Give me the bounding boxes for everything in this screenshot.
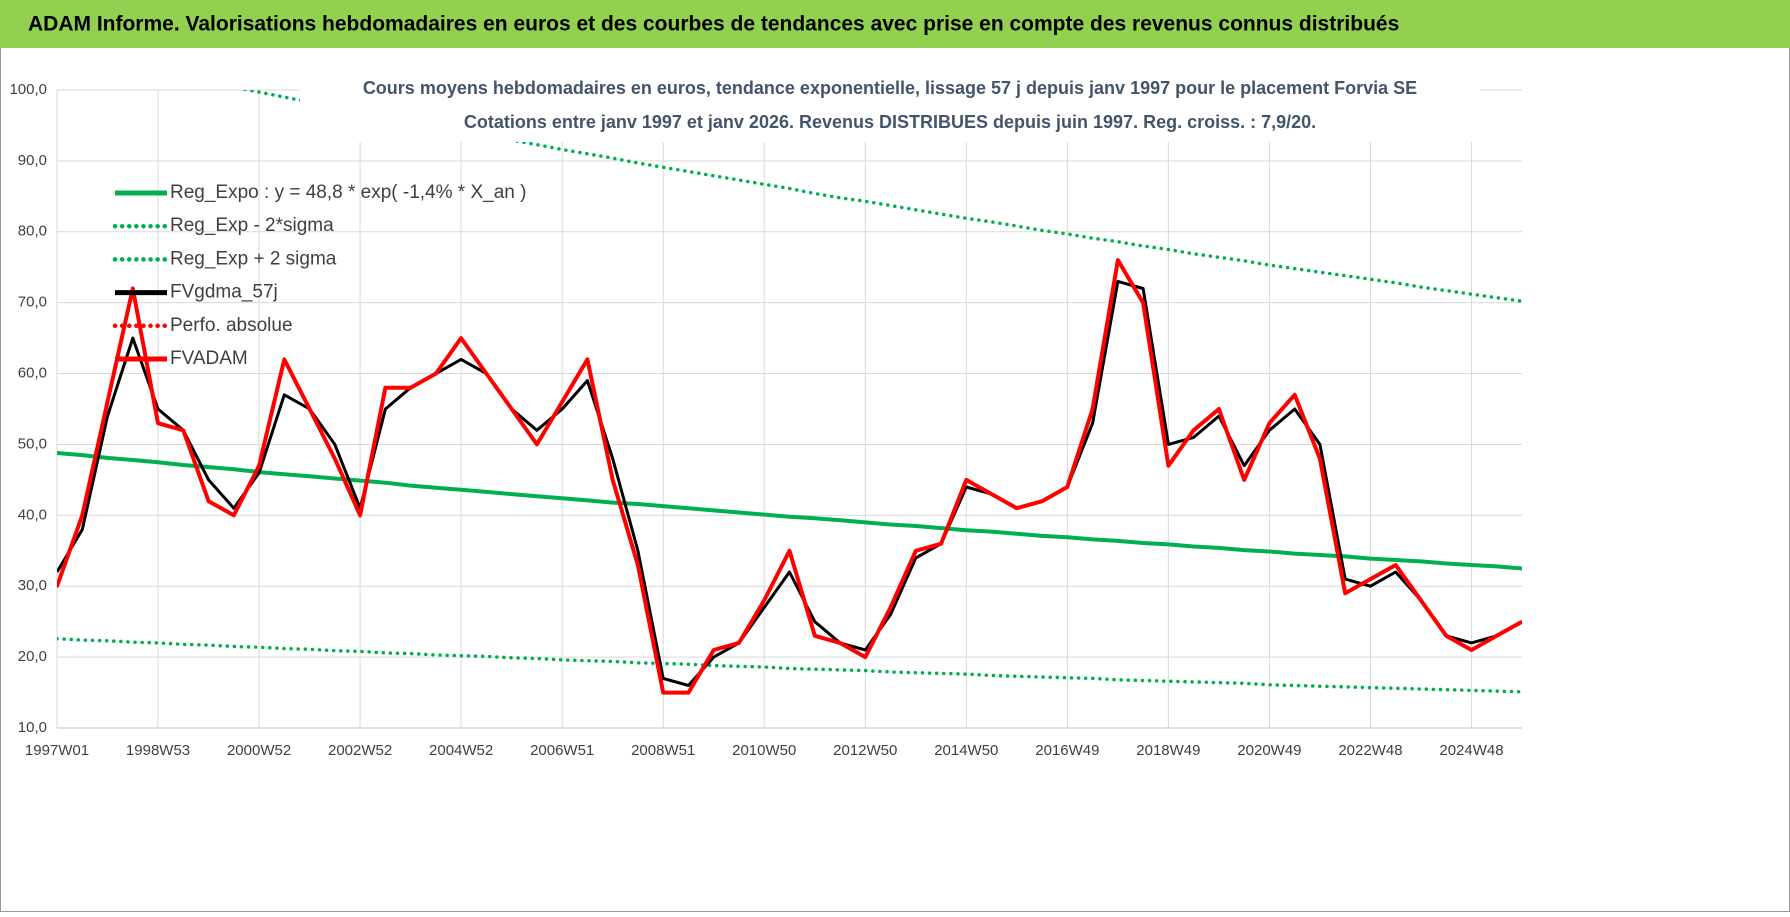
x-tick-label: 1998W53 <box>126 742 190 759</box>
y-tick-label: 30,0 <box>18 577 47 594</box>
y-tick-label: 50,0 <box>18 435 47 452</box>
x-tick-label: 2014W50 <box>934 742 998 759</box>
x-tick-label: 2002W52 <box>328 742 392 759</box>
series-line <box>57 451 1522 571</box>
y-tick-label: 10,0 <box>18 719 47 736</box>
y-tick-label: 90,0 <box>18 152 47 169</box>
series-line <box>57 279 1522 687</box>
x-tick-label: 2006W51 <box>530 742 594 759</box>
legend-label: Reg_Exp + 2 sigma <box>170 248 337 269</box>
chart-subtitle: Cotations entre janv 1997 et janv 2026. … <box>464 112 1316 132</box>
x-tick-label: 2020W49 <box>1237 742 1301 759</box>
x-tick-label: 2012W50 <box>833 742 897 759</box>
series-line <box>57 636 1522 694</box>
y-tick-label: 60,0 <box>18 365 47 382</box>
title-box <box>300 72 1480 142</box>
x-tick-label: 2000W52 <box>227 742 291 759</box>
legend-label: Perfo. absolue <box>170 315 293 336</box>
x-tick-label: 2016W49 <box>1035 742 1099 759</box>
legend: Reg_Expo : y = 48,8 * exp( -1,4% * X_an … <box>112 182 526 369</box>
y-tick-label: 70,0 <box>18 294 47 311</box>
legend-label: FVgdma_57j <box>170 282 278 303</box>
y-tick-label: 80,0 <box>18 223 47 240</box>
header-bar <box>0 0 1790 48</box>
header-title: ADAM Informe. Valorisations hebdomadaire… <box>28 13 1399 36</box>
y-tick-label: 20,0 <box>18 648 47 665</box>
x-tick-label: 2008W51 <box>631 742 695 759</box>
chart-title: Cours moyens hebdomadaires en euros, ten… <box>363 78 1417 98</box>
x-tick-label: 2024W48 <box>1439 742 1503 759</box>
series-line <box>57 258 1522 695</box>
x-tick-label: 2022W48 <box>1338 742 1402 759</box>
legend-label: Reg_Exp - 2*sigma <box>170 215 334 236</box>
x-tick-label: 1997W01 <box>25 742 89 759</box>
x-tick-label: 2010W50 <box>732 742 796 759</box>
x-tick-label: 2018W49 <box>1136 742 1200 759</box>
y-tick-label: 100,0 <box>9 81 47 98</box>
legend-label: FVADAM <box>170 348 248 369</box>
y-tick-label: 40,0 <box>18 506 47 523</box>
legend-label: Reg_Expo : y = 48,8 * exp( -1,4% * X_an … <box>170 182 526 203</box>
x-tick-label: 2004W52 <box>429 742 493 759</box>
